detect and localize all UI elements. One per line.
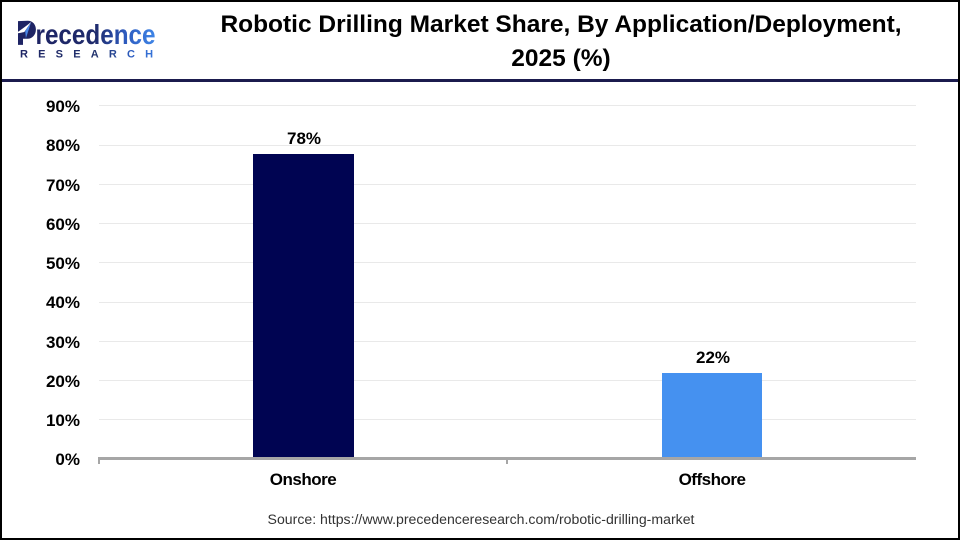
svg-text:recedence: recedence <box>36 19 156 50</box>
svg-text:RESEARCH: RESEARCH <box>20 49 163 61</box>
